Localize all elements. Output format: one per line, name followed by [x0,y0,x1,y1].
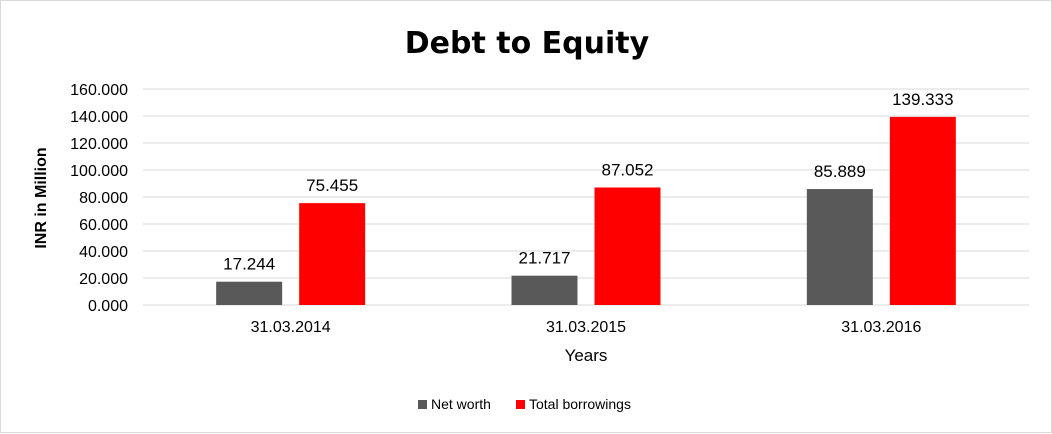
bar [806,189,873,305]
y-tick-label: 60.000 [79,217,128,234]
x-tick-label: 31.03.2015 [546,319,626,336]
legend-label: Total borrowings [529,396,631,412]
y-tick-label: 120.000 [70,136,128,153]
data-label: 21.717 [519,249,571,268]
legend-swatch [516,400,525,409]
y-tick-label: 100.000 [70,163,128,180]
bar [594,187,661,305]
legend-swatch [418,400,427,409]
y-tick-label: 80.000 [79,190,128,207]
y-tick-label: 40.000 [79,244,128,261]
bar [511,275,578,305]
y-axis-ticks: 0.000 20.000 40.000 60.000 80.000 100.000 120.… [70,82,128,315]
x-axis-ticks: 31.03.2014 31.03.2015 31.03.2016 [251,319,922,336]
y-tick-label: 20.000 [79,271,128,288]
y-axis-title: INR in Million [33,147,50,248]
data-label: 87.052 [602,160,654,179]
bar [216,281,283,305]
bars [216,116,956,305]
y-tick-label: 160.000 [70,82,128,99]
bar [299,203,366,305]
legend: Net worth Total borrowings [418,396,631,412]
legend-label: Net worth [431,396,491,412]
data-labels: 17.244 75.455 21.717 87.052 85.889 139.333 [223,90,953,274]
chart-title: Debt to Equity [405,26,650,61]
gridlines [143,88,1029,306]
x-axis-title: Years [565,346,608,365]
data-label: 85.889 [814,162,866,181]
data-label: 17.244 [223,255,275,274]
y-tick-label: 140.000 [70,109,128,126]
data-label: 75.455 [306,176,358,195]
data-label: 139.333 [892,90,953,109]
y-tick-label: 0.000 [88,298,128,315]
x-tick-label: 31.03.2016 [841,319,921,336]
bar [889,116,956,305]
x-tick-label: 31.03.2014 [251,319,331,336]
